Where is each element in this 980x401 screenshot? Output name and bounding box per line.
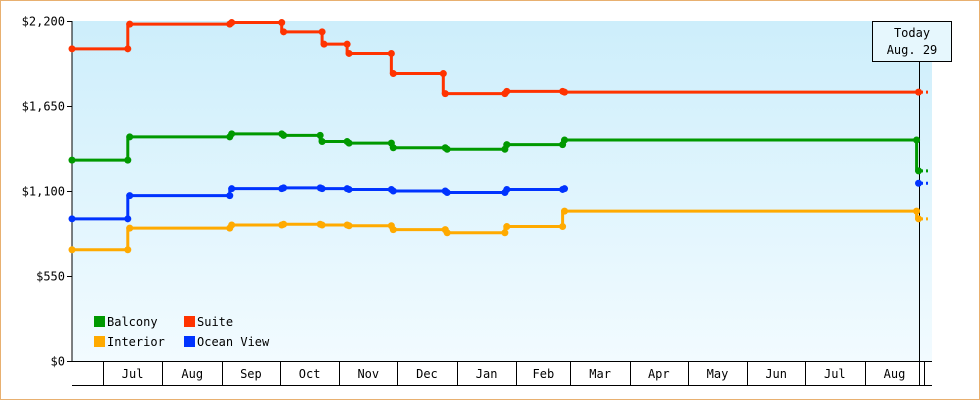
data-point-interior <box>68 246 76 254</box>
data-point-interior <box>501 229 509 237</box>
data-point-interior <box>389 226 397 234</box>
data-point-suite <box>389 70 397 78</box>
data-point-ocean-view <box>280 184 288 192</box>
data-point-balcony <box>124 156 132 164</box>
legend-label-suite: Suite <box>197 315 233 329</box>
data-point-balcony <box>126 133 134 141</box>
data-point-suite <box>343 40 351 48</box>
y-tick-label: $1,650 <box>22 100 65 114</box>
legend-label-ocean-view: Ocean View <box>197 335 270 349</box>
data-point-interior <box>126 224 134 232</box>
data-point-interior <box>124 246 132 254</box>
data-point-balcony <box>913 136 921 144</box>
series-suite <box>68 19 928 98</box>
data-point-suite <box>387 49 395 57</box>
data-point-ocean-view <box>126 192 134 200</box>
x-tick-label: Mar <box>589 367 611 381</box>
data-point-ocean-view <box>389 187 397 195</box>
x-tick-label: Jun <box>765 367 787 381</box>
data-point-suite <box>320 40 328 48</box>
data-point-interior <box>318 221 326 229</box>
data-point-suite <box>280 28 288 36</box>
today-box <box>872 21 952 62</box>
data-point-ocean-view <box>226 192 234 200</box>
today-label: Today <box>894 26 930 40</box>
data-point-suite <box>439 70 447 78</box>
data-point-interior <box>345 222 353 230</box>
data-point-balcony <box>228 130 236 138</box>
x-tick-label: Aug <box>884 367 906 381</box>
x-tick-label: Sep <box>240 367 262 381</box>
data-point-interior <box>915 215 923 223</box>
data-point-ocean-view <box>443 189 451 197</box>
x-tick-label: Apr <box>648 367 670 381</box>
legend-swatch-suite <box>184 316 195 327</box>
data-point-interior <box>443 229 451 237</box>
data-point-ocean-view <box>228 185 236 193</box>
data-point-suite <box>503 87 511 95</box>
data-point-suite <box>126 20 134 28</box>
y-tick-label: $2,200 <box>22 15 65 29</box>
data-point-suite <box>228 19 236 27</box>
legend-swatch-balcony <box>94 316 105 327</box>
data-point-balcony <box>389 144 397 152</box>
x-tick-label: Oct <box>299 367 321 381</box>
data-point-interior <box>561 207 569 215</box>
data-point-ocean-view <box>318 185 326 193</box>
legend-swatch-interior <box>94 336 105 347</box>
data-point-balcony <box>915 167 923 175</box>
legend-label-balcony: Balcony <box>107 315 158 329</box>
data-point-interior <box>503 223 511 231</box>
x-tick-label: Feb <box>533 367 555 381</box>
data-point-suite <box>68 45 76 53</box>
data-point-balcony <box>318 138 326 146</box>
data-point-suite <box>278 19 286 27</box>
data-point-interior <box>559 223 567 231</box>
x-tick-label: Jan <box>476 367 498 381</box>
y-tick-label: $550 <box>36 270 65 284</box>
today-date: Aug. 29 <box>887 43 938 57</box>
legend-swatch-ocean-view <box>184 336 195 347</box>
data-point-ocean-view <box>124 215 132 223</box>
x-tick-label: Dec <box>416 367 438 381</box>
x-tick-label: Aug <box>181 367 203 381</box>
data-point-balcony <box>280 131 288 139</box>
data-point-balcony <box>443 145 451 153</box>
data-point-balcony <box>345 139 353 147</box>
y-tick-label: $0 <box>51 355 65 369</box>
x-tick-label: May <box>707 367 729 381</box>
data-point-suite <box>561 88 569 96</box>
y-tick-label: $1,100 <box>22 185 65 199</box>
data-point-suite <box>345 49 353 57</box>
data-point-interior <box>280 220 288 228</box>
series-balcony <box>68 130 928 175</box>
data-point-ocean-view <box>345 185 353 193</box>
data-point-suite <box>124 45 132 53</box>
data-point-balcony <box>68 156 76 164</box>
data-point-suite <box>318 28 326 36</box>
data-point-balcony <box>316 131 324 139</box>
x-tick-label: Jul <box>122 367 144 381</box>
x-tick-label: Nov <box>357 367 379 381</box>
data-point-ocean-view <box>68 215 76 223</box>
data-point-interior <box>228 221 236 229</box>
data-point-suite <box>441 90 449 98</box>
data-point-ocean-view <box>915 179 923 187</box>
series-ocean-view <box>68 179 928 223</box>
data-point-ocean-view <box>561 185 569 193</box>
legend-label-interior: Interior <box>107 335 165 349</box>
data-point-ocean-view <box>503 185 511 193</box>
data-point-balcony <box>503 141 511 149</box>
data-point-balcony <box>561 136 569 144</box>
x-tick-label: Jul <box>824 367 846 381</box>
series-interior <box>68 207 928 254</box>
data-point-interior <box>913 207 921 215</box>
data-point-suite <box>915 88 923 96</box>
